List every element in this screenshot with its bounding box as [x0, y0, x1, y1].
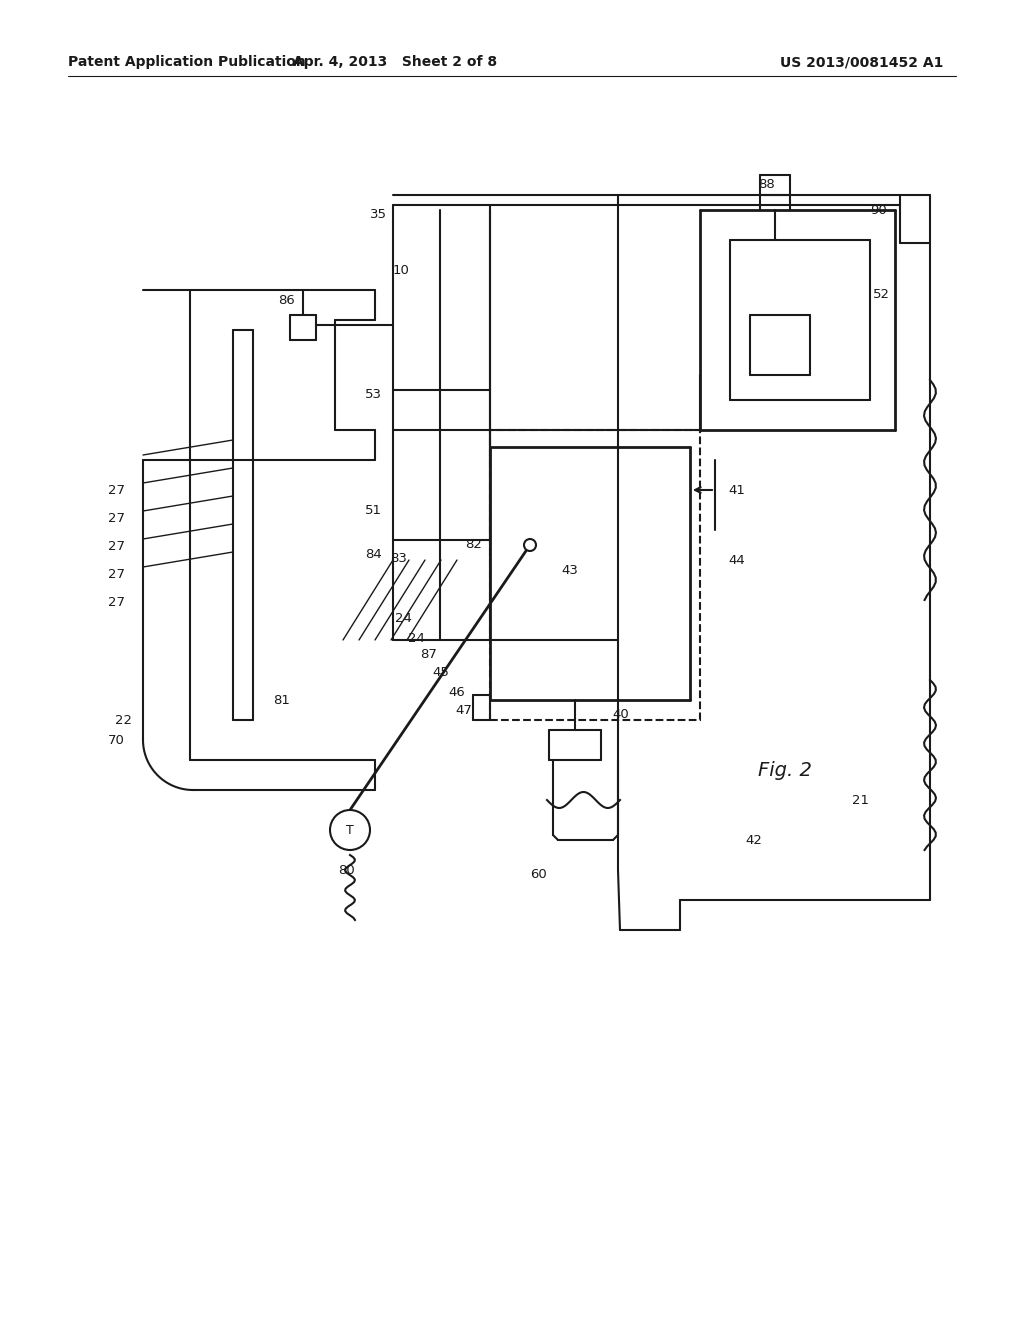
Bar: [490, 430, 700, 719]
Text: Patent Application Publication: Patent Application Publication: [68, 55, 306, 69]
Text: 70: 70: [108, 734, 125, 747]
Text: 24: 24: [408, 631, 425, 644]
Text: 27: 27: [108, 483, 125, 496]
Text: US 2013/0081452 A1: US 2013/0081452 A1: [780, 55, 943, 69]
Text: 90: 90: [870, 203, 887, 216]
Text: 21: 21: [852, 793, 869, 807]
Text: 35: 35: [370, 209, 387, 222]
Text: Fig. 2: Fig. 2: [758, 760, 812, 780]
Text: 51: 51: [365, 503, 382, 516]
Text: 86: 86: [278, 293, 295, 306]
Text: 22: 22: [115, 714, 132, 726]
Text: 88: 88: [758, 178, 775, 191]
Text: 10: 10: [393, 264, 410, 276]
Text: 42: 42: [745, 833, 762, 846]
Text: 41: 41: [728, 483, 744, 496]
Text: 27: 27: [108, 595, 125, 609]
Text: 81: 81: [273, 693, 290, 706]
Text: T: T: [346, 824, 354, 837]
Text: 27: 27: [108, 540, 125, 553]
Circle shape: [330, 810, 370, 850]
Circle shape: [524, 539, 536, 550]
Text: 82: 82: [465, 539, 482, 552]
Text: 44: 44: [728, 553, 744, 566]
Text: 27: 27: [108, 511, 125, 524]
Text: 43: 43: [561, 564, 579, 577]
Text: 27: 27: [108, 568, 125, 581]
Text: 52: 52: [873, 289, 890, 301]
Text: 53: 53: [365, 388, 382, 401]
Text: 83: 83: [390, 552, 407, 565]
Text: 46: 46: [449, 685, 465, 698]
Text: 80: 80: [338, 863, 354, 876]
Text: 24: 24: [395, 611, 412, 624]
Text: 84: 84: [365, 549, 382, 561]
Text: 45: 45: [432, 667, 449, 680]
Text: 60: 60: [530, 869, 547, 882]
Text: 47: 47: [455, 704, 472, 717]
Text: 87: 87: [420, 648, 437, 661]
Text: 40: 40: [612, 709, 629, 722]
Text: Apr. 4, 2013   Sheet 2 of 8: Apr. 4, 2013 Sheet 2 of 8: [293, 55, 497, 69]
